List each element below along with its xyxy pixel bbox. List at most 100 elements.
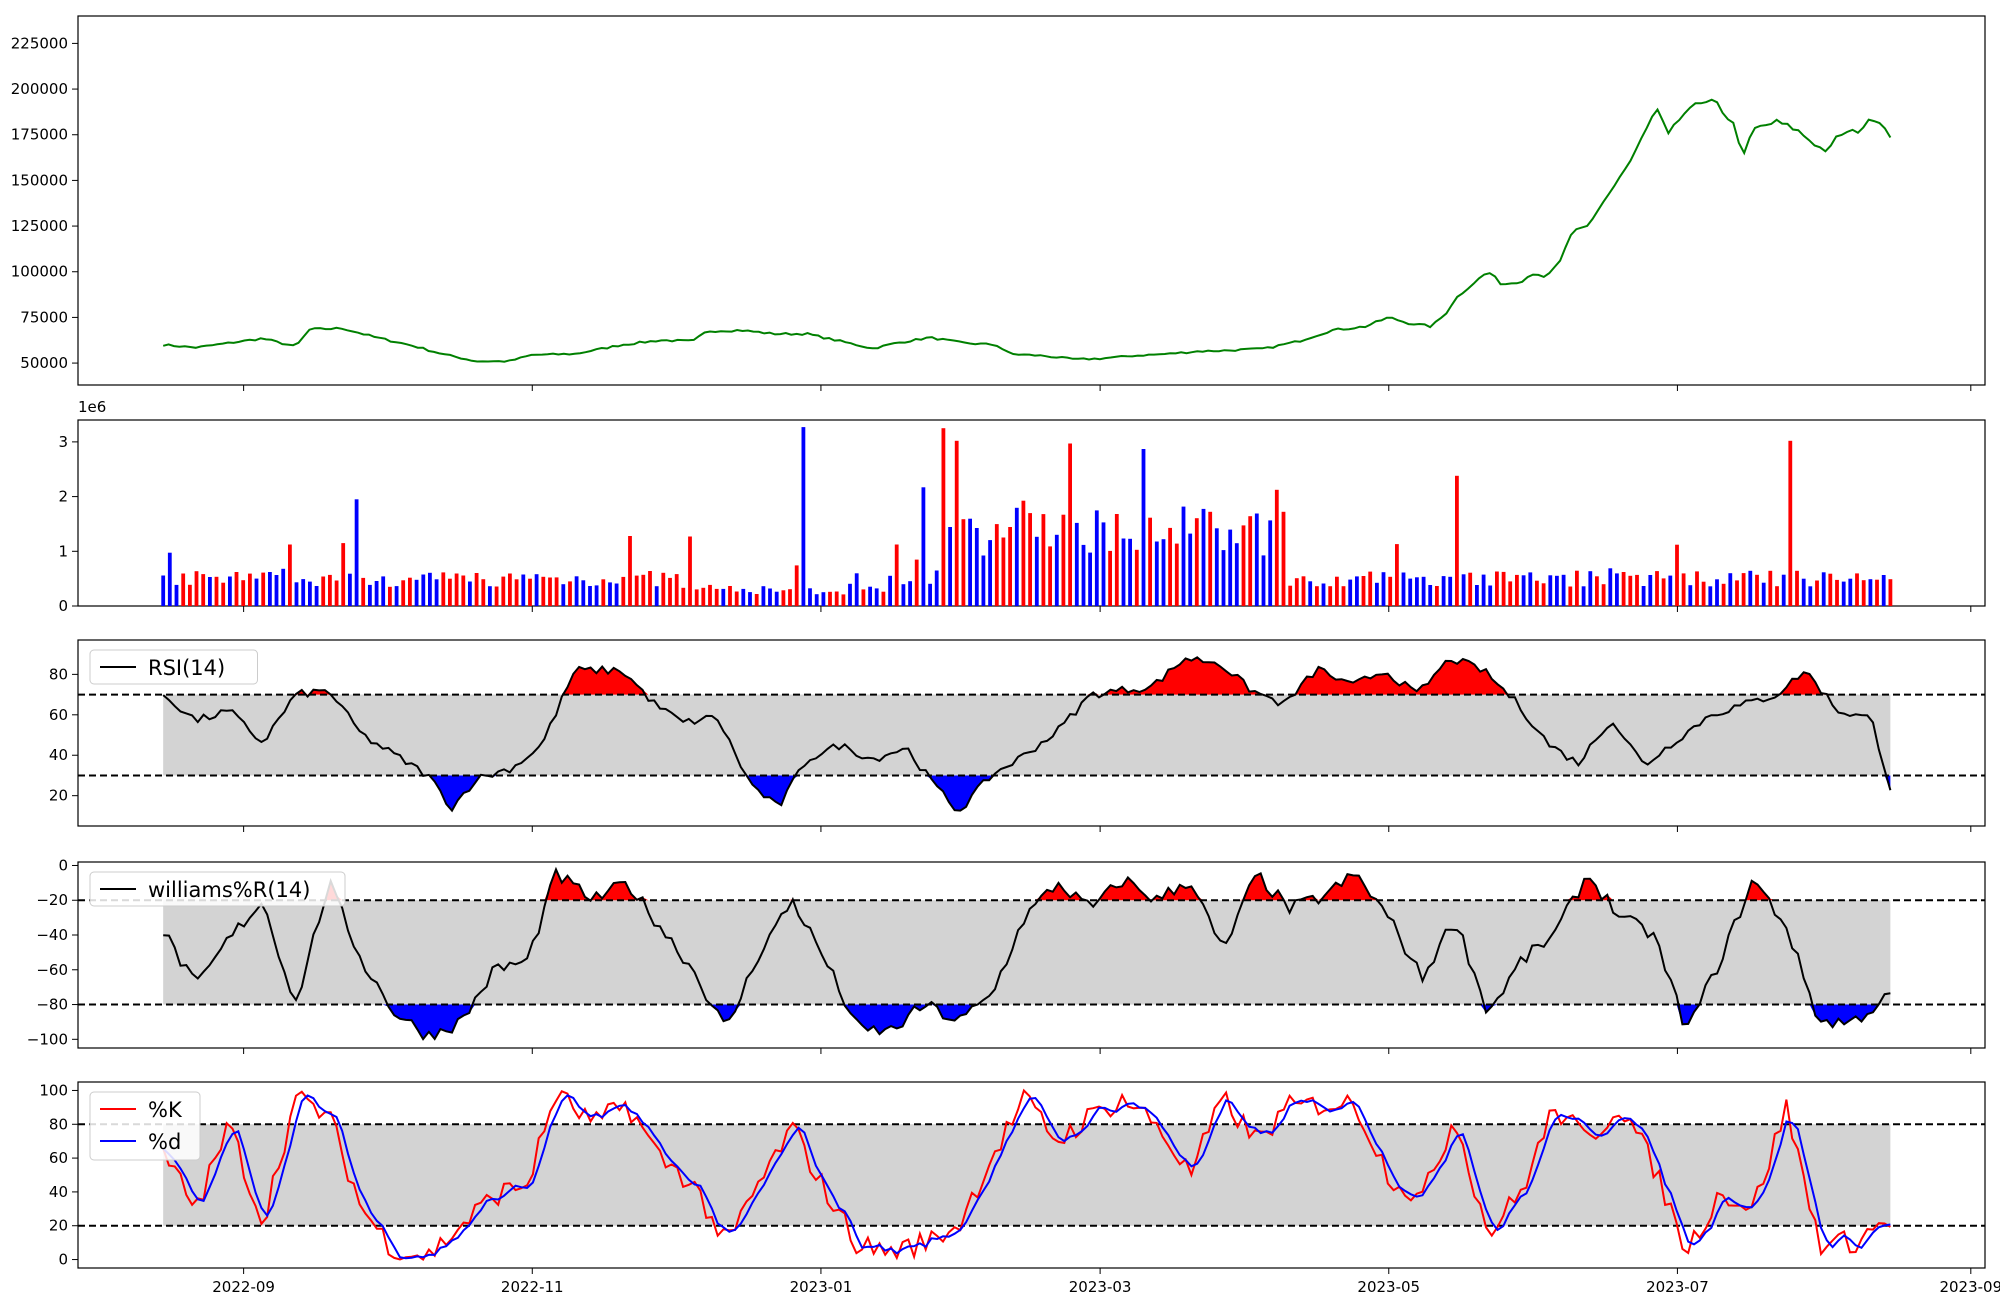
volume-bar bbox=[781, 590, 786, 606]
volume-bar bbox=[1028, 513, 1032, 606]
x-tick-label: 2023-09 bbox=[1939, 1278, 2000, 1296]
volume-bar bbox=[641, 574, 646, 606]
volume-bar bbox=[994, 524, 999, 606]
williams-ytick-label: −60 bbox=[36, 961, 68, 979]
volume-bar bbox=[1548, 575, 1553, 606]
volume-bar bbox=[774, 591, 779, 606]
rsi-oversold-fill bbox=[163, 775, 1891, 811]
volume-bar bbox=[1508, 581, 1513, 606]
volume-bar bbox=[1361, 576, 1366, 606]
volume-bar bbox=[1001, 537, 1006, 606]
volume-bar bbox=[1555, 575, 1559, 606]
volume-bar bbox=[1348, 579, 1353, 606]
volume-bar bbox=[1441, 576, 1446, 606]
x-tick-label: 2023-03 bbox=[1069, 1278, 1132, 1296]
volume-bar bbox=[1461, 574, 1466, 606]
volume-bar bbox=[1054, 534, 1059, 606]
volume-bar bbox=[948, 527, 952, 606]
volume-bar bbox=[1008, 527, 1012, 606]
volume-bar bbox=[908, 581, 912, 606]
volume-bar bbox=[834, 591, 839, 606]
volume-bar bbox=[294, 582, 299, 606]
volume-bar bbox=[1041, 514, 1046, 606]
volume-bar bbox=[1755, 574, 1759, 606]
volume-bar bbox=[674, 574, 679, 606]
williams-overbought-fill bbox=[163, 869, 1891, 901]
volume-bar bbox=[761, 586, 766, 606]
williams-legend-box bbox=[89, 871, 346, 907]
volume-bar bbox=[568, 581, 572, 606]
volume-bar bbox=[448, 578, 452, 606]
volume-bar bbox=[1848, 578, 1853, 606]
volume-bar bbox=[481, 579, 486, 606]
volume-bar bbox=[1728, 573, 1733, 606]
volume-bar bbox=[1134, 549, 1139, 606]
volume-bar bbox=[254, 578, 259, 606]
volume-bar bbox=[1801, 578, 1806, 606]
volume-bar bbox=[194, 571, 199, 606]
volume-bar bbox=[388, 586, 392, 606]
volume-bar bbox=[1074, 522, 1079, 606]
volume-bar bbox=[1355, 576, 1359, 606]
volume-bar bbox=[594, 585, 599, 606]
volume-bar bbox=[341, 543, 346, 606]
volume-bar bbox=[181, 573, 186, 606]
williams-ytick-label: −80 bbox=[36, 996, 68, 1014]
volume-bar bbox=[1495, 571, 1499, 606]
volume-bar bbox=[681, 587, 686, 606]
volume-bar bbox=[1148, 517, 1152, 606]
volume-bar bbox=[554, 577, 559, 606]
volume-bar bbox=[1468, 572, 1473, 606]
volume-bar bbox=[861, 589, 866, 606]
volume-bar bbox=[1781, 574, 1786, 606]
volume-bar bbox=[1881, 575, 1886, 606]
volume-bar bbox=[628, 536, 632, 606]
rsi-frame bbox=[77, 639, 1986, 827]
rsi-legend: RSI(14) bbox=[89, 649, 258, 685]
williams-legend: williams%R(14) bbox=[89, 871, 346, 907]
stoch-frame bbox=[77, 1081, 1986, 1269]
volume-bar bbox=[1668, 575, 1673, 606]
volume-bar bbox=[1435, 586, 1439, 606]
volume-bar bbox=[1788, 440, 1793, 606]
volume-bar bbox=[661, 572, 666, 606]
rsi-ytick-label: 60 bbox=[49, 706, 68, 724]
volume-bar bbox=[1708, 586, 1713, 606]
williams-r-panel: −100 −80 −60 −40 −20 0 williams%R(14) bbox=[27, 856, 1986, 1049]
volume-bar bbox=[954, 440, 959, 606]
volume-bar bbox=[1828, 573, 1833, 606]
volume-bar bbox=[234, 572, 239, 606]
rsi-band bbox=[163, 694, 1891, 776]
volume-bar bbox=[1021, 500, 1026, 606]
volume-bar bbox=[1635, 574, 1639, 606]
volume-bar bbox=[1475, 585, 1479, 606]
volume-bar bbox=[1541, 583, 1546, 606]
volume-bar bbox=[1488, 585, 1493, 606]
volume-bar bbox=[1821, 572, 1826, 606]
price-ytick-label: 125000 bbox=[11, 217, 68, 235]
volume-bar bbox=[1194, 518, 1199, 606]
volume-bar bbox=[1661, 578, 1666, 606]
williams-ytick-label: −20 bbox=[36, 891, 68, 909]
volume-bar bbox=[401, 580, 406, 606]
volume-bar bbox=[928, 583, 932, 606]
volume-bar bbox=[1628, 575, 1633, 606]
volume-bar bbox=[1595, 576, 1599, 606]
volume-bar bbox=[828, 591, 832, 606]
stoch-ytick-label: 60 bbox=[49, 1149, 68, 1167]
volume-bar bbox=[768, 588, 772, 606]
volume-bar bbox=[788, 589, 792, 606]
volume-bar bbox=[894, 544, 899, 606]
volume-bar bbox=[408, 577, 412, 606]
volume-bar bbox=[1481, 574, 1486, 606]
volume-bar bbox=[1014, 507, 1019, 606]
volume-bar bbox=[494, 586, 499, 606]
volume-bar bbox=[414, 579, 419, 606]
volume-bar bbox=[301, 579, 306, 606]
volume-bar bbox=[1214, 528, 1219, 606]
volume-bar bbox=[1621, 572, 1626, 606]
price-ytick-label: 100000 bbox=[11, 263, 68, 281]
volume-bar bbox=[1648, 575, 1653, 606]
volume-bar bbox=[1308, 581, 1313, 606]
